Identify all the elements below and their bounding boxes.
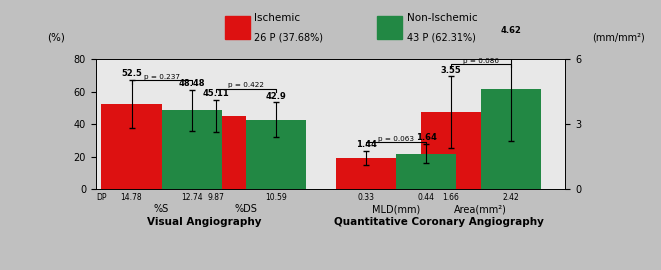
Bar	[246, 120, 306, 189]
Text: 1.64: 1.64	[416, 133, 437, 143]
Bar	[396, 154, 456, 189]
Text: p = 0.086: p = 0.086	[463, 58, 498, 64]
Text: 42.9: 42.9	[266, 92, 286, 101]
Text: 2.42: 2.42	[502, 193, 519, 202]
Text: p = 0.422: p = 0.422	[228, 82, 264, 88]
Text: 26 P (37.68%): 26 P (37.68%)	[254, 33, 323, 43]
Text: Ischemic: Ischemic	[254, 12, 301, 23]
Text: %S: %S	[154, 204, 169, 214]
Text: 10.59: 10.59	[265, 193, 287, 202]
Text: 48.48: 48.48	[178, 79, 205, 88]
Text: p = 0.063: p = 0.063	[378, 136, 414, 141]
Text: Visual Angiography: Visual Angiography	[147, 217, 261, 227]
Text: 3.55: 3.55	[440, 66, 461, 75]
Text: Area(mm²): Area(mm²)	[454, 204, 507, 214]
Text: 4.62: 4.62	[500, 26, 521, 35]
Bar	[186, 116, 246, 189]
Text: 52.5: 52.5	[121, 69, 142, 78]
Text: 12.74: 12.74	[180, 193, 202, 202]
Bar	[161, 110, 221, 189]
Text: DP: DP	[97, 193, 107, 202]
Text: Non-Ischemic: Non-Ischemic	[407, 12, 477, 23]
Text: 45.11: 45.11	[203, 89, 229, 98]
Text: Quantitative Coronary Angiography: Quantitative Coronary Angiography	[334, 217, 543, 227]
Text: 0.44: 0.44	[418, 193, 435, 202]
Text: 14.78: 14.78	[121, 193, 142, 202]
Bar	[336, 158, 396, 189]
Bar	[102, 104, 161, 189]
Text: (mm/mm²): (mm/mm²)	[592, 33, 644, 43]
Text: p = 0.237: p = 0.237	[143, 74, 180, 80]
Text: 43 P (62.31%): 43 P (62.31%)	[407, 33, 475, 43]
Text: MLD(mm): MLD(mm)	[372, 204, 420, 214]
Text: 0.33: 0.33	[358, 193, 375, 202]
Bar	[420, 112, 481, 189]
Text: %DS: %DS	[235, 204, 258, 214]
Text: 1.66: 1.66	[442, 193, 459, 202]
Text: (%): (%)	[47, 33, 65, 43]
Bar	[481, 89, 541, 189]
Text: 9.87: 9.87	[208, 193, 225, 202]
Text: 1.44: 1.44	[356, 140, 377, 149]
